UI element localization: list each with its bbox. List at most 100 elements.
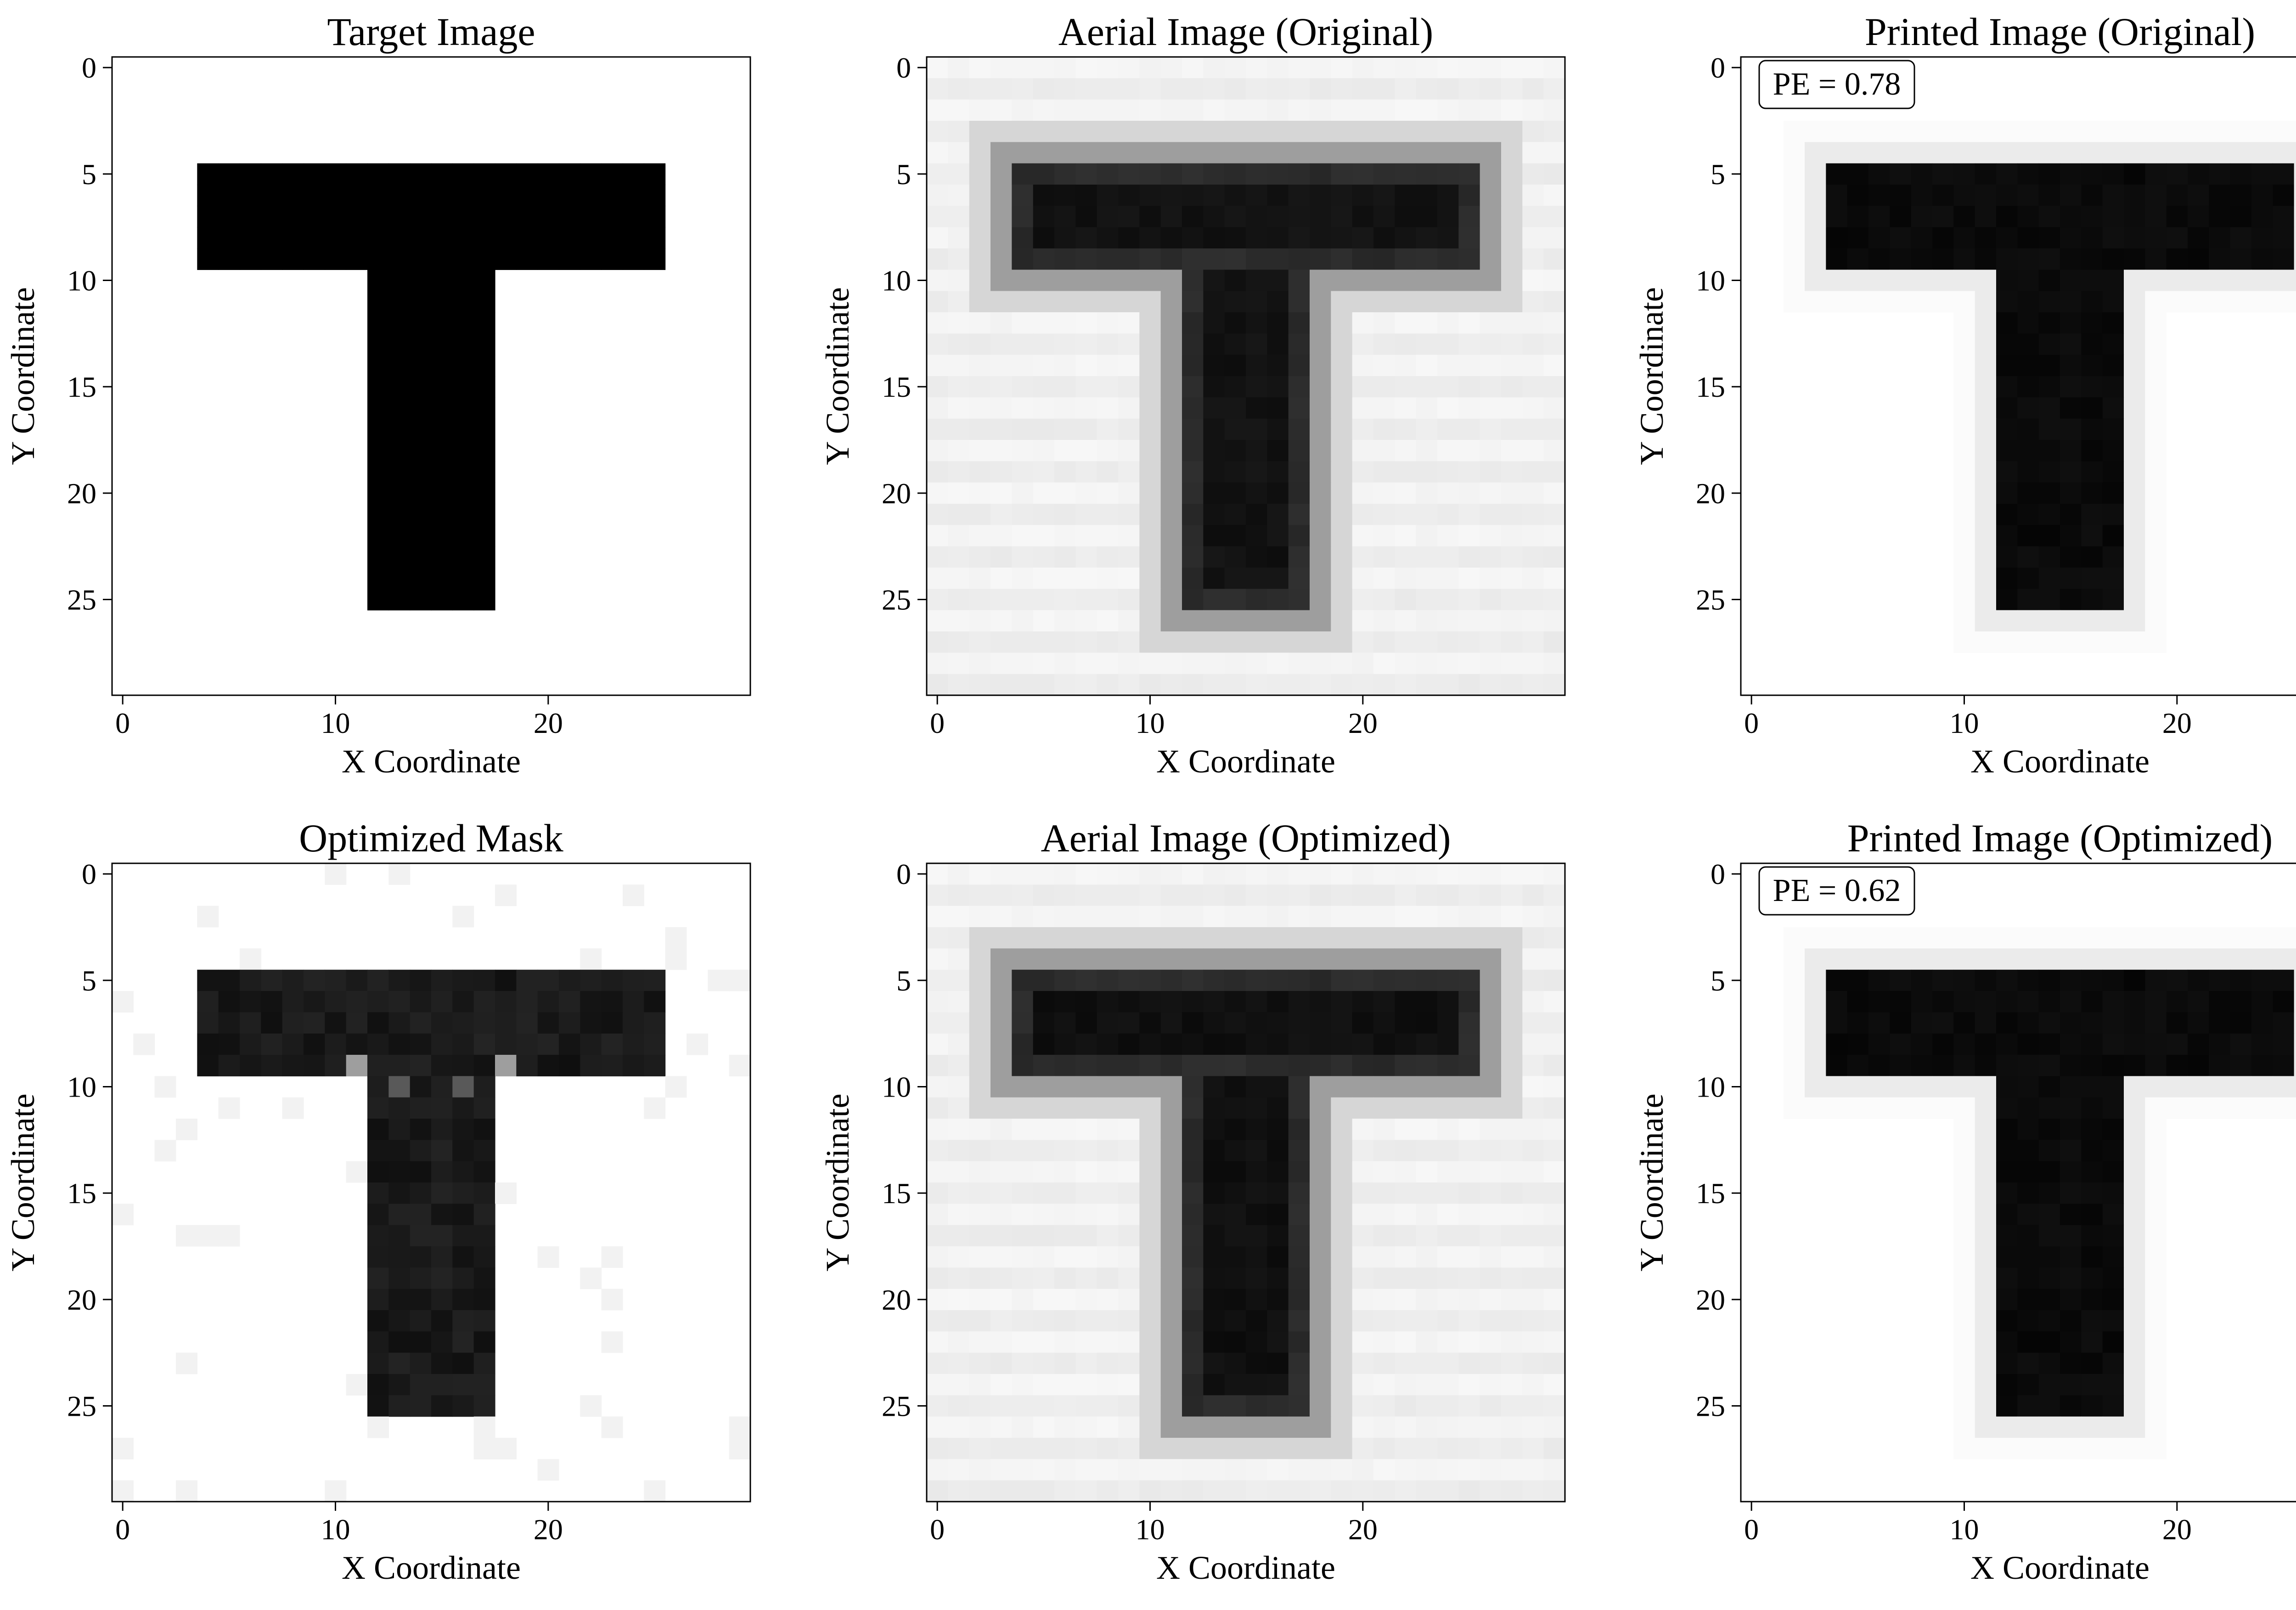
- heatmap-cell: [1246, 674, 1267, 696]
- heatmap-cell: [410, 1395, 432, 1417]
- heatmap-cell: [1012, 1204, 1034, 1226]
- heatmap-cell: [1331, 206, 1353, 228]
- heatmap-cell: [969, 991, 991, 1013]
- heatmap-cell: [495, 1182, 517, 1204]
- heatmap-cell: [1352, 969, 1374, 991]
- heatmap-cell: [1975, 631, 1997, 653]
- heatmap-cell: [1996, 1161, 2018, 1183]
- heatmap-cell: [2145, 546, 2167, 568]
- heatmap-cell: [431, 1161, 453, 1183]
- heatmap-cell: [1373, 291, 1395, 313]
- heatmap-cell: [2188, 206, 2209, 228]
- heatmap-cell: [1501, 589, 1523, 611]
- heatmap-cell: [2038, 631, 2060, 653]
- heatmap-cell: [1543, 206, 1565, 228]
- heatmap-cell: [1416, 397, 1438, 419]
- heatmap-cell: [1458, 397, 1480, 419]
- heatmap-cell: [948, 1076, 970, 1098]
- heatmap-cell: [948, 355, 970, 377]
- heatmap-cell: [1182, 376, 1204, 398]
- y-tick-label: 15: [67, 371, 96, 403]
- heatmap-cell: [1139, 163, 1161, 185]
- heatmap-cell: [495, 884, 517, 906]
- heatmap-cell: [2145, 1289, 2167, 1311]
- heatmap-cell: [927, 991, 948, 1013]
- heatmap-cell: [1437, 248, 1459, 270]
- heatmap-cell: [1395, 1161, 1417, 1183]
- heatmap-cell: [1246, 504, 1267, 525]
- x-tick-label: 20: [534, 707, 563, 739]
- heatmap-cell: [1373, 1140, 1395, 1162]
- heatmap-cell: [2145, 1438, 2167, 1459]
- heatmap-cell: [2124, 333, 2145, 355]
- heatmap-cell: [927, 461, 948, 483]
- heatmap-cell: [1224, 1459, 1246, 1481]
- heatmap-cell: [1373, 1352, 1395, 1374]
- heatmap-cell: [1224, 461, 1246, 483]
- heatmap-cell: [948, 991, 970, 1013]
- heatmap-cell: [1097, 1416, 1119, 1438]
- heatmap-cell: [1480, 906, 1502, 928]
- heatmap-cell: [1522, 1289, 1544, 1311]
- heatmap-cell: [1203, 1076, 1225, 1098]
- heatmap-cell: [1203, 546, 1225, 568]
- heatmap-cell: [1911, 248, 1933, 270]
- heatmap-cell: [2038, 206, 2060, 228]
- heatmap-cell: [1054, 1331, 1076, 1353]
- heatmap-cell: [1182, 1097, 1204, 1119]
- heatmap-cell: [1097, 1161, 1119, 1183]
- heatmap-cell: [240, 1012, 261, 1034]
- heatmap-cell: [2060, 1204, 2082, 1226]
- heatmap-cell: [1139, 1012, 1161, 1034]
- heatmap-cell: [1075, 1055, 1097, 1076]
- heatmap-cell: [1975, 121, 1997, 142]
- heatmap-cell: [1395, 1459, 1417, 1481]
- heatmap-cell: [1033, 1267, 1055, 1289]
- heatmap-cell: [1373, 57, 1395, 79]
- heatmap-cell: [1352, 863, 1374, 885]
- heatmap-cell: [990, 1012, 1012, 1034]
- heatmap-cell: [2124, 1395, 2145, 1417]
- heatmap-cell: [1543, 1267, 1565, 1289]
- heatmap-cell: [948, 906, 970, 928]
- heatmap-cell: [580, 227, 602, 249]
- heatmap-cell: [1352, 589, 1374, 611]
- heatmap-cell: [1911, 991, 1933, 1013]
- heatmap-cell: [1054, 1140, 1076, 1162]
- heatmap-cell: [1310, 397, 1331, 419]
- heatmap-cell: [1458, 1225, 1480, 1247]
- heatmap-cell: [1868, 163, 1890, 185]
- heatmap-cell: [1783, 969, 1805, 991]
- heatmap-cell: [1139, 568, 1161, 589]
- heatmap-cell: [927, 333, 948, 355]
- heatmap-cell: [218, 163, 240, 185]
- heatmap-cell: [990, 1416, 1012, 1438]
- heatmap-cell: [1310, 482, 1331, 504]
- heatmap-cell: [1480, 418, 1502, 440]
- heatmap-cell: [1458, 1055, 1480, 1076]
- heatmap-cell: [1139, 312, 1161, 334]
- heatmap-cell: [948, 884, 970, 906]
- heatmap-cell: [1373, 1119, 1395, 1140]
- heatmap-cell: [1911, 163, 1933, 185]
- heatmap-cell: [1075, 610, 1097, 632]
- heatmap-cell: [1437, 1374, 1459, 1396]
- heatmap-cell: [1310, 948, 1331, 970]
- heatmap-cell: [2038, 1097, 2060, 1119]
- heatmap-cell: [1847, 270, 1869, 292]
- heatmap-cell: [1416, 1289, 1438, 1311]
- heatmap-cell: [388, 248, 411, 270]
- heatmap-cell: [1395, 461, 1417, 483]
- heatmap-cell: [1267, 1395, 1289, 1417]
- heatmap-cell: [1543, 504, 1565, 525]
- heatmap-cell: [1953, 1204, 1975, 1226]
- heatmap-cell: [2102, 1416, 2124, 1438]
- heatmap-cell: [1416, 1076, 1438, 1098]
- heatmap-cell: [1458, 653, 1480, 675]
- heatmap-cell: [1975, 1374, 1997, 1396]
- heatmap-cell: [1288, 653, 1310, 675]
- heatmap-cell: [969, 1246, 991, 1268]
- heatmap-cell: [1437, 1267, 1459, 1289]
- heatmap-cell: [948, 312, 970, 334]
- heatmap-cell: [1522, 397, 1544, 419]
